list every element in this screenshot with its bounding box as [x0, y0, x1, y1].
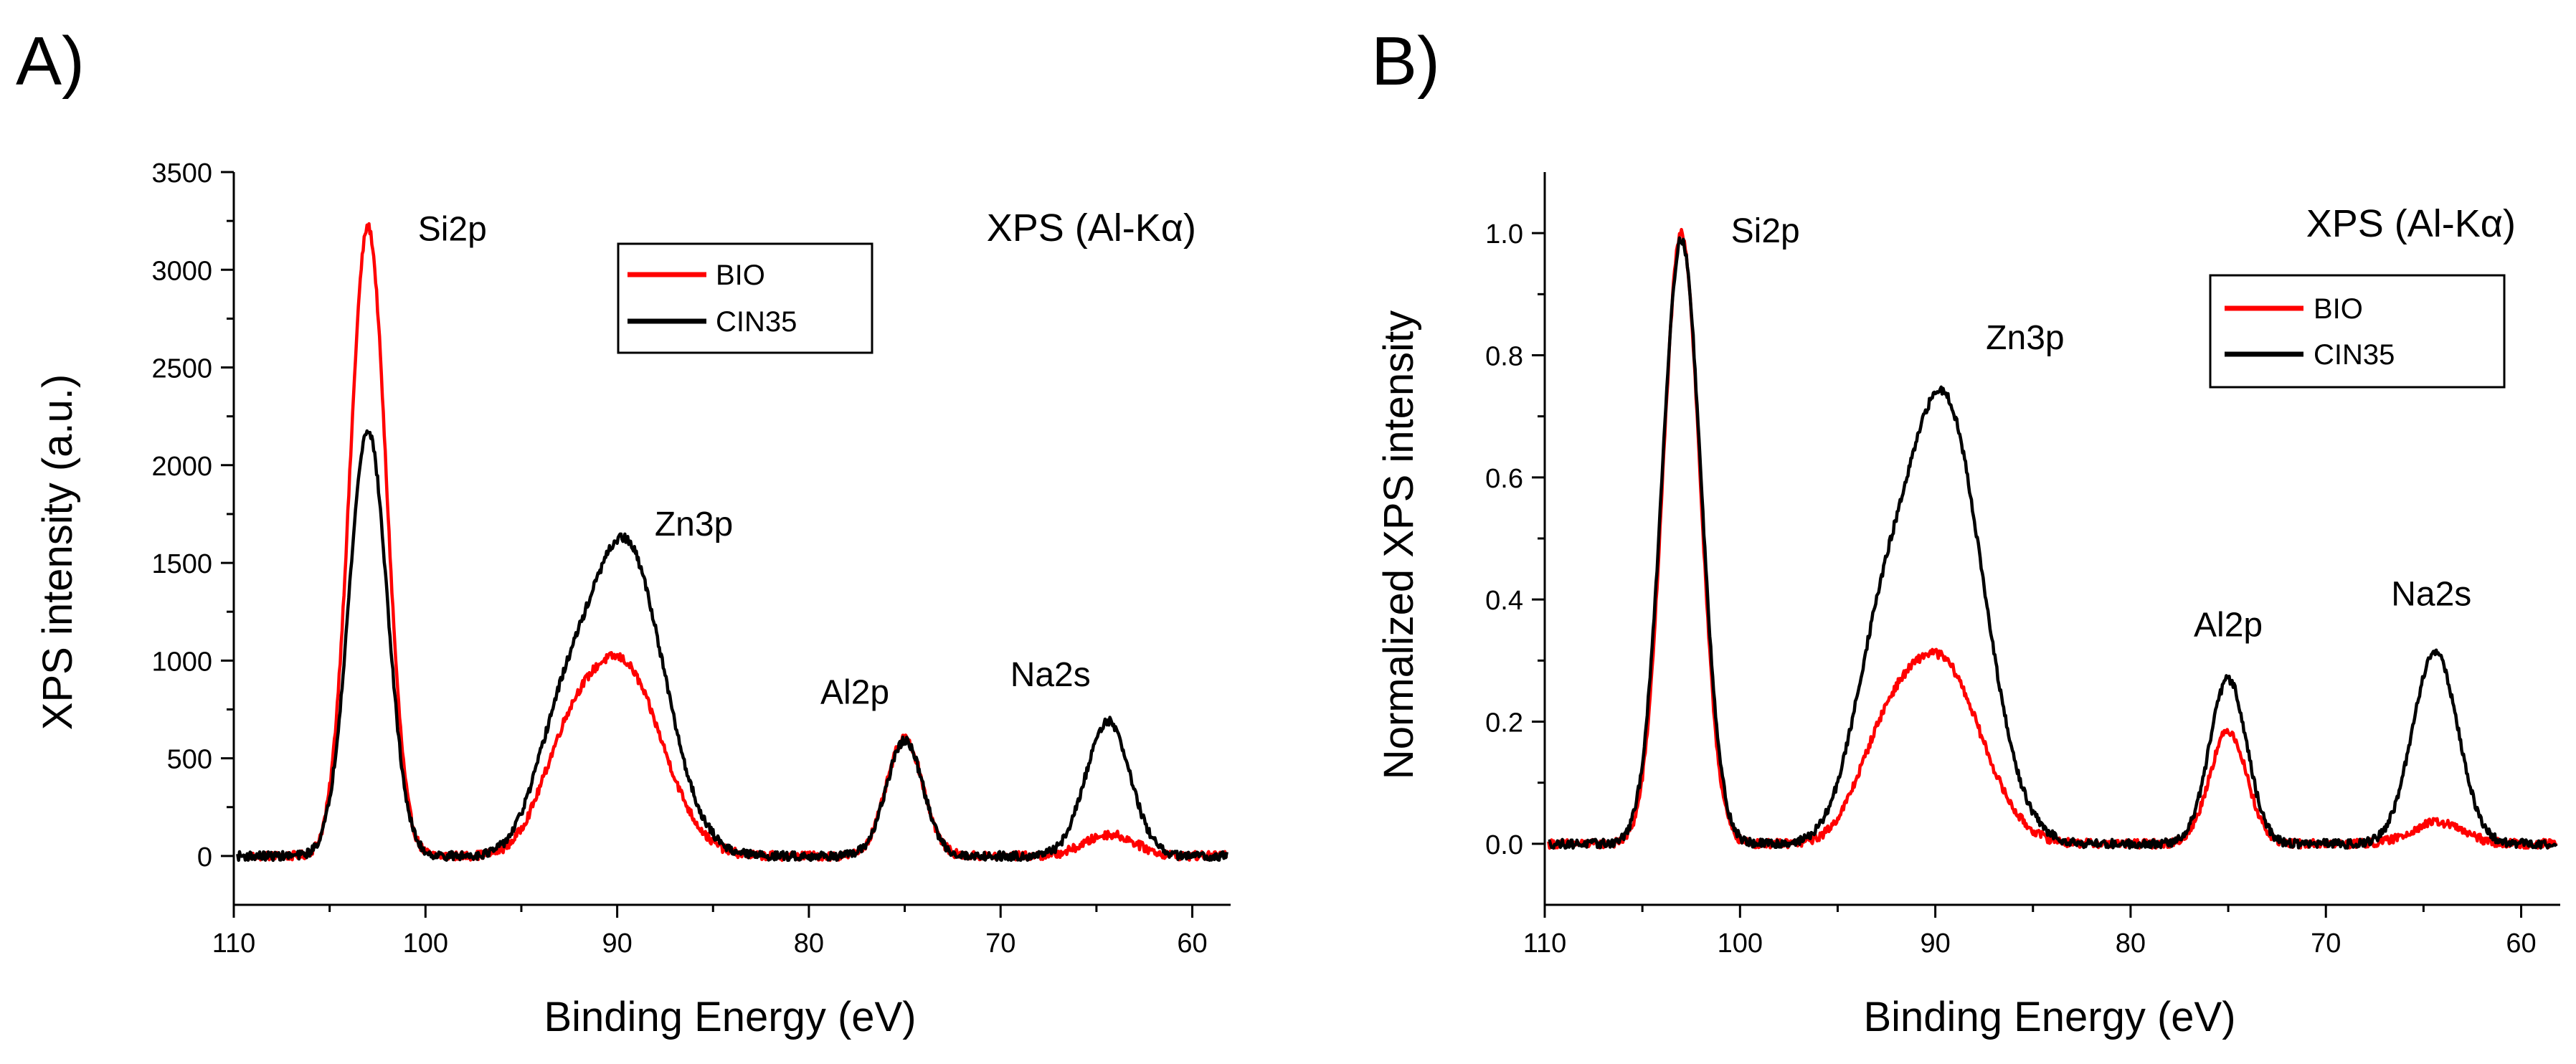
panel-a: A) 110 100 90 80 70 60 0 500 1000 1500 2000 2500 300…	[16, 23, 1231, 1040]
panel-a-y-tick-label: 2000	[151, 452, 212, 482]
panel-b-x-tick-label: 60	[2506, 928, 2536, 959]
panel-a-peak-label-na2s: Na2s	[1010, 656, 1091, 694]
panel-b-legend-cin35: CIN35	[2314, 339, 2395, 371]
panel-b-x-tick-label: 90	[1920, 928, 1950, 959]
panel-b-peak-label-na2s: Na2s	[2391, 576, 2471, 614]
panel-a-y-tick-label: 1000	[151, 647, 212, 677]
panel-b-y-tick-label: 0.6	[1485, 464, 1523, 494]
panel-b-legend-box	[2209, 274, 2506, 389]
panel-a-x-axis-label: Binding Energy (eV)	[544, 994, 916, 1040]
panel-a-peak-label-al2p: Al2p	[820, 673, 889, 711]
panel-a-x-tick-label: 110	[212, 928, 256, 959]
panel-a-y-tick-label: 3000	[151, 256, 212, 286]
panel-a-label: A)	[16, 23, 85, 100]
panel-a-y-axis-label: XPS intensity (a.u.)	[34, 374, 81, 730]
panel-b-y-tick-label: 0.2	[1485, 708, 1523, 738]
panel-b-y-tick-label: 0.8	[1485, 342, 1523, 372]
panel-a-ticks: 110 100 90 80 70 60 0 500 1000 1500 2000 2500 3000 35…	[151, 158, 1207, 959]
panel-b-y-tick-label: 0.0	[1485, 830, 1523, 860]
panel-a-y-tick-label: 1500	[151, 549, 212, 579]
panel-a-peak-labels: Si2p Zn3p Al2p Na2s	[418, 210, 1091, 711]
panel-a-legend-bio: BIO	[716, 260, 765, 291]
panel-b-peak-label-al2p: Al2p	[2194, 606, 2263, 644]
panel-a-series	[236, 222, 1228, 863]
panel-a-legend: BIO CIN35	[617, 242, 873, 354]
panel-a-annotation: XPS (Al-Kα)	[987, 206, 1196, 250]
panel-a-axes	[232, 172, 1231, 906]
panel-b-x-tick-label: 100	[1718, 928, 1763, 959]
panel-b-label: B)	[1371, 23, 1440, 100]
panel-b-legend: BIO CIN35	[2209, 274, 2506, 389]
panel-a-y-tick-label: 2500	[151, 354, 212, 384]
panel-b-y-tick-label: 0.4	[1485, 586, 1523, 616]
panel-a-x-tick-label: 100	[403, 928, 448, 959]
panel-a-x-tick-label: 60	[1177, 928, 1207, 959]
panel-a-legend-cin35: CIN35	[716, 306, 797, 338]
panel-a-y-tick-label: 3500	[151, 158, 212, 189]
panel-a-y-tick-label: 500	[167, 745, 212, 775]
panel-b-x-tick-label: 70	[2311, 928, 2341, 959]
panel-a-x-tick-label: 70	[985, 928, 1015, 959]
panel-b-y-tick-label: 1.0	[1485, 219, 1523, 250]
panel-b-y-axis-label: Normalized XPS intensity	[1375, 310, 1422, 779]
panel-b-peak-label-si2p: Si2p	[1731, 212, 1800, 250]
panel-b-peak-labels: Si2p Zn3p Al2p Na2s	[1731, 212, 2472, 644]
panel-b-peak-label-zn3p: Zn3p	[1986, 319, 2064, 357]
panel-a-peak-label-zn3p: Zn3p	[655, 505, 733, 543]
panel-a-series-cin35	[236, 429, 1228, 863]
panel-b-x-tick-label: 80	[2116, 928, 2146, 959]
panel-b-series	[1547, 227, 2558, 850]
panel-b-annotation: XPS (Al-Kα)	[2306, 202, 2516, 245]
panel-b-ticks: 110 100 90 80 70 60 0.0 0.2 0.4 0.6 0.8 1.0	[1485, 219, 2537, 959]
panel-a-peak-label-si2p: Si2p	[418, 210, 487, 248]
panel-a-x-tick-label: 90	[602, 928, 632, 959]
panel-a-x-tick-label: 80	[794, 928, 824, 959]
panel-b-series-cin35	[1548, 236, 2558, 850]
panel-b: B) 110 100 90 80 70 60 0.0 0.2 0.4 0.6 0.8 1.0 Si2p…	[1371, 23, 2560, 1040]
panel-a-y-tick-label: 0	[197, 842, 212, 873]
panel-a-legend-box	[617, 242, 873, 354]
panel-b-legend-bio: BIO	[2314, 293, 2363, 325]
panel-b-x-axis-label: Binding Energy (eV)	[1863, 994, 2235, 1040]
panel-b-x-tick-label: 110	[1523, 928, 1567, 959]
